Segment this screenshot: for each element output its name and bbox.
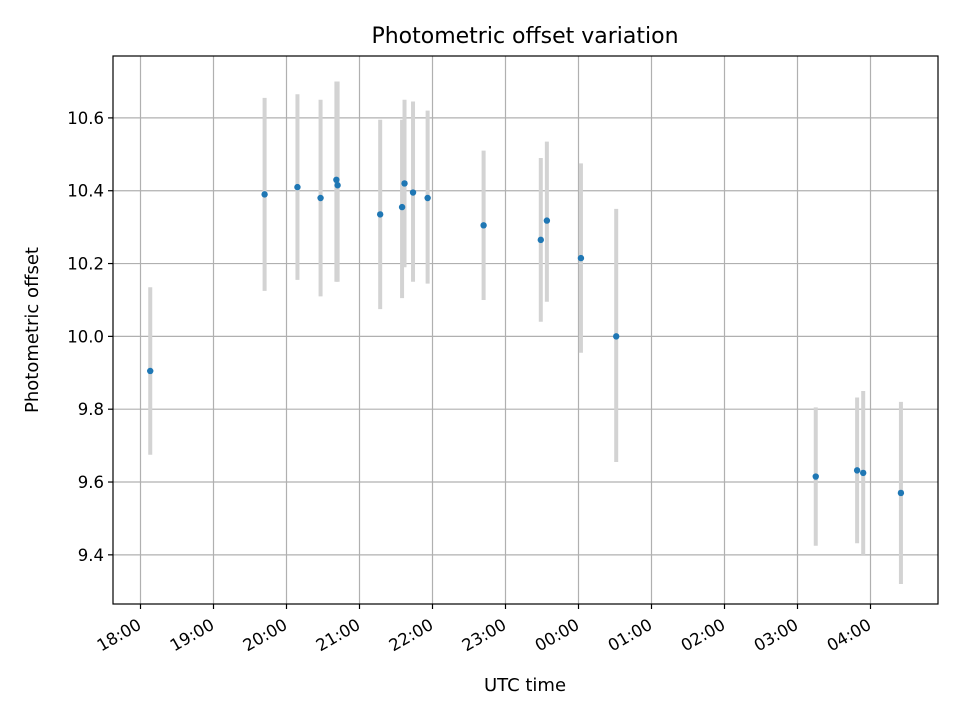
x-tick-label: 21:00 bbox=[313, 615, 364, 655]
y-tick-label: 9.6 bbox=[78, 473, 104, 492]
y-tick-label: 9.8 bbox=[78, 400, 104, 419]
data-point bbox=[334, 182, 341, 189]
data-point bbox=[401, 180, 408, 187]
x-tick-label: 00:00 bbox=[532, 615, 583, 655]
data-point bbox=[480, 222, 487, 229]
data-point bbox=[333, 176, 340, 184]
x-tick-label: 01:00 bbox=[605, 615, 656, 655]
x-axis-ticks: 18:00 19:00 20:00 21:00 22:00 23:00 00:00 01:00… bbox=[94, 604, 875, 655]
x-tick-label: 18:00 bbox=[94, 615, 145, 655]
y-tick-label: 9.4 bbox=[78, 546, 104, 565]
plot-frame bbox=[112, 55, 939, 605]
y-tick-label: 10.4 bbox=[67, 182, 104, 201]
data-point bbox=[577, 254, 585, 262]
grid-layer bbox=[113, 56, 938, 604]
y-axis-ticks: 9.4 9.6 9.8 10.0 10.2 10.4 10.6 bbox=[67, 109, 113, 565]
x-tick-label: 04:00 bbox=[824, 615, 875, 655]
data-point bbox=[613, 333, 620, 340]
data-point bbox=[317, 194, 324, 202]
data-point bbox=[853, 467, 861, 474]
data-point bbox=[409, 189, 417, 196]
data-point bbox=[147, 367, 154, 375]
x-tick-label: 22:00 bbox=[386, 615, 437, 655]
data-point bbox=[261, 191, 268, 198]
x-tick-label: 20:00 bbox=[240, 615, 291, 655]
data-point bbox=[537, 236, 544, 244]
y-tick-label: 10.2 bbox=[67, 255, 104, 274]
data-point bbox=[812, 473, 819, 480]
x-tick-label: 23:00 bbox=[459, 615, 510, 655]
data-point bbox=[424, 194, 431, 202]
data-point bbox=[543, 217, 551, 224]
errorbar-layer bbox=[148, 81, 903, 584]
x-tick-label: 02:00 bbox=[678, 615, 729, 655]
data-point bbox=[860, 469, 867, 477]
data-point bbox=[294, 183, 301, 191]
data-point bbox=[376, 211, 384, 218]
chart-title: Photometric offset variation bbox=[371, 24, 678, 49]
point-layer bbox=[147, 176, 905, 497]
x-tick-label: 19:00 bbox=[167, 615, 218, 655]
y-tick-label: 10.6 bbox=[67, 109, 104, 128]
y-tick-label: 10.0 bbox=[67, 327, 104, 346]
y-axis-label: Photometric offset bbox=[22, 247, 43, 413]
data-point bbox=[897, 489, 905, 497]
x-axis-label: UTC time bbox=[484, 675, 566, 696]
x-tick-label: 03:00 bbox=[751, 615, 802, 655]
data-point bbox=[398, 203, 406, 211]
